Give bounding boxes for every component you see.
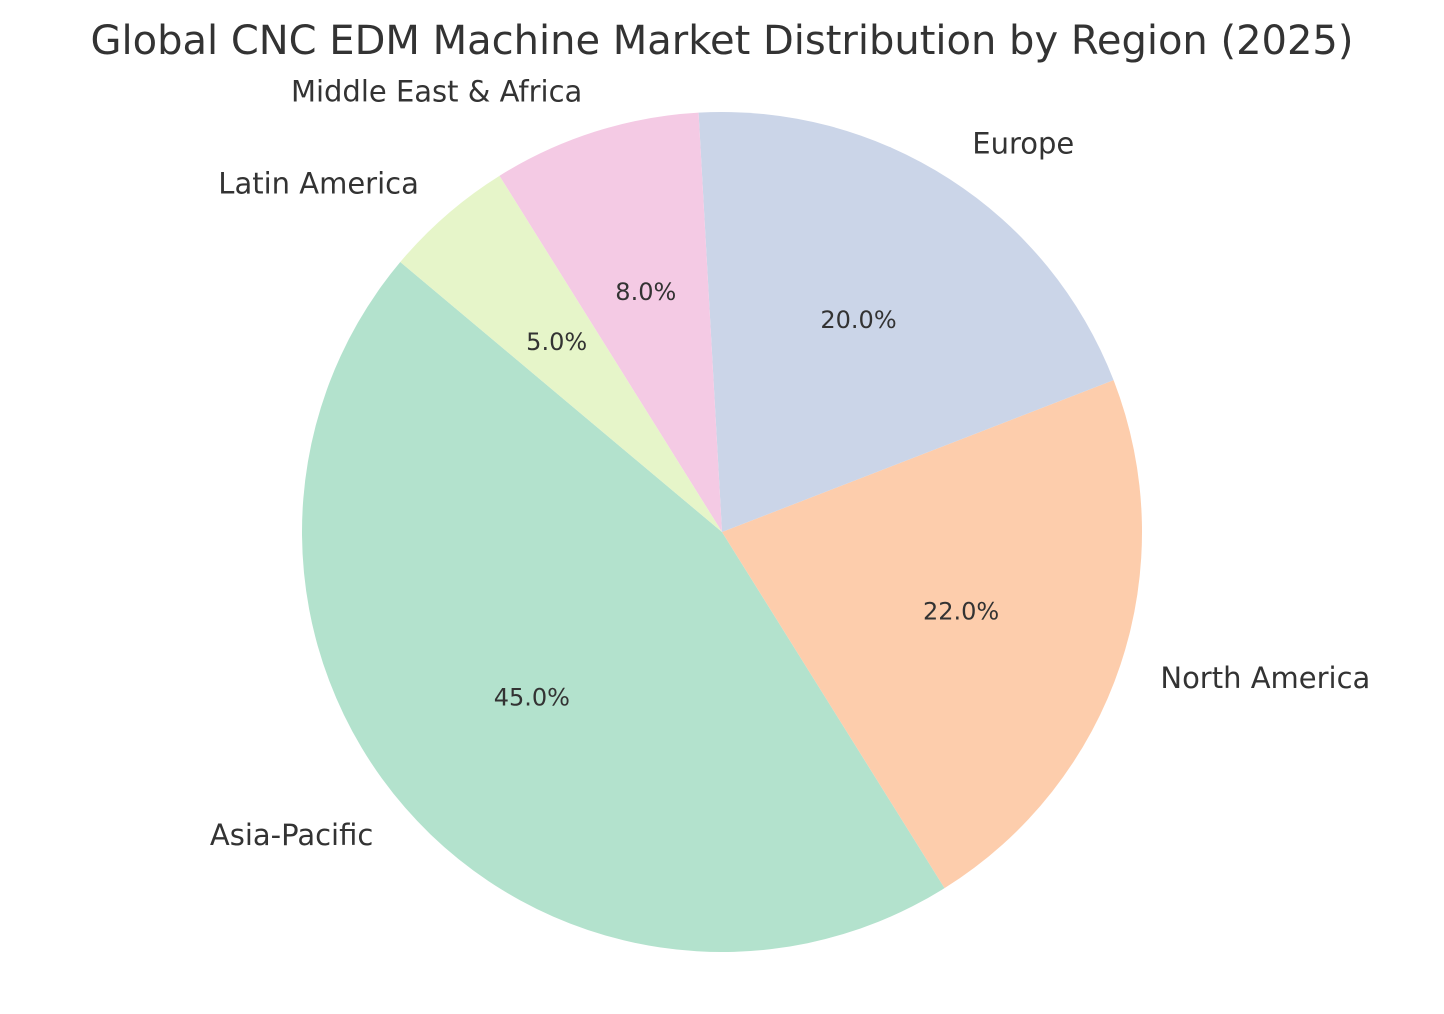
pie-slice-north-america — [722, 380, 1142, 889]
slice-label-asia-pacific: Asia-Pacific — [210, 818, 373, 852]
pct-label-north-america: 22.0% — [923, 598, 999, 626]
slice-label-latin-america: Latin America — [218, 166, 419, 200]
slice-label-europe: Europe — [972, 127, 1074, 161]
pie-labels: 45.0% Asia-Pacific 22.0% North America 20.0%… — [210, 75, 1370, 852]
pie-slice-europe — [698, 112, 1114, 532]
pct-label-asia-pacific: 45.0% — [494, 683, 570, 711]
pct-label-middle-east-and-africa: 8.0% — [615, 278, 676, 306]
pie-slice-middle-east-and-africa — [499, 112, 722, 532]
pct-label-europe: 20.0% — [820, 306, 896, 334]
pct-label-latin-america: 5.0% — [526, 328, 587, 356]
slice-label-north-america: North America — [1160, 661, 1370, 695]
chart-title: Global CNC EDM Machine Market Distributi… — [91, 18, 1354, 64]
slice-label-middle-east-and-africa: Middle East & Africa — [291, 75, 582, 109]
pie-slices — [301, 112, 1142, 953]
pie-slice-asia-pacific — [301, 262, 945, 953]
pie-slice-latin-america — [400, 175, 722, 532]
